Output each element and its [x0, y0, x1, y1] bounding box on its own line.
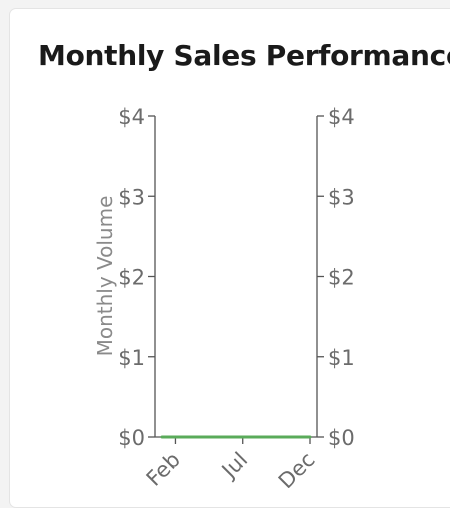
y-tick-label-left: $3	[118, 185, 145, 209]
y-tick-label-left: $2	[118, 266, 145, 290]
x-tick-label: Jul	[216, 448, 252, 484]
chart-card: Monthly Sales Performance	[9, 8, 450, 508]
chart-canvas: $0 $0 $1 $1 $2 $2 $3 $3 $4 $4 Feb Jul Dec Monthly Vo…	[93, 105, 355, 488]
y-tick-label-left: $4	[118, 105, 145, 129]
y-tick-label-right: $1	[328, 346, 355, 370]
axes	[148, 115, 324, 444]
tick-labels: $0 $0 $1 $1 $2 $2 $3 $3 $4 $4 Feb Jul Dec	[118, 105, 354, 488]
y-tick-label-right: $2	[328, 266, 355, 290]
y-tick-label-left: $0	[118, 426, 145, 450]
y-tick-label-right: $0	[328, 426, 355, 450]
chart-title: Monthly Sales Performance	[38, 39, 450, 72]
y-axis-label: Monthly Volume	[93, 196, 117, 357]
x-tick-label: Feb	[142, 448, 185, 488]
y-tick-label-left: $1	[118, 346, 145, 370]
y-tick-label-right: $4	[328, 105, 355, 129]
y-tick-label-right: $3	[328, 185, 355, 209]
x-tick-label: Dec	[274, 448, 320, 488]
